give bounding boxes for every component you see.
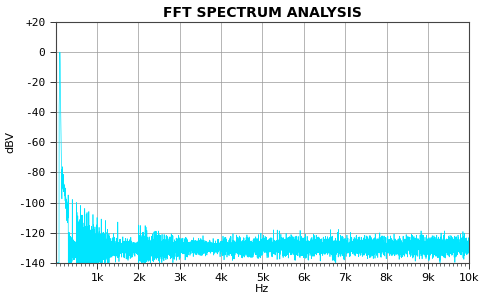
Title: FFT SPECTRUM ANALYSIS: FFT SPECTRUM ANALYSIS bbox=[163, 6, 361, 20]
Y-axis label: dBV: dBV bbox=[5, 131, 15, 153]
X-axis label: Hz: Hz bbox=[255, 284, 269, 294]
